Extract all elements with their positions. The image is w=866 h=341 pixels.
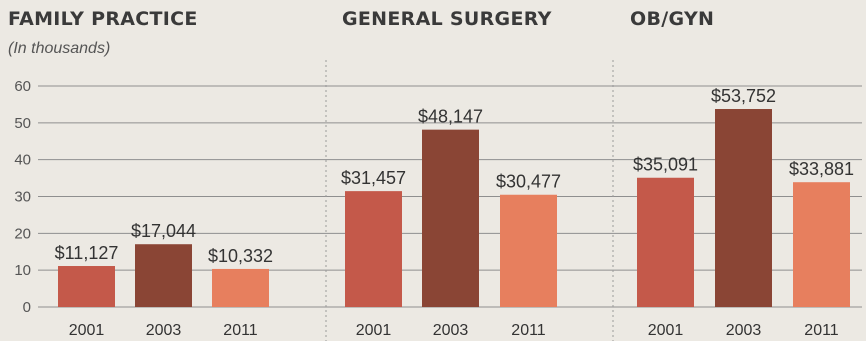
x-tick-label: 2011 [223,322,258,339]
x-tick-label: 2011 [804,322,839,339]
x-tick-label: 2003 [726,322,762,339]
y-tick-label: 50 [14,115,31,132]
data-label: $35,091 [633,155,698,175]
bar-2011 [212,269,269,307]
y-tick-label: 20 [14,225,31,242]
bar-2003 [135,244,192,307]
x-tick-label: 2001 [356,322,392,339]
bar-2003 [715,109,772,307]
bar-2001 [58,266,115,307]
x-tick-label: 2001 [648,322,684,339]
bar-2003 [422,130,479,307]
y-tick-label: 40 [14,152,31,169]
data-label: $17,044 [131,221,196,241]
data-label: $33,881 [789,159,854,179]
data-label: $30,477 [496,172,561,192]
y-tick-label: 30 [14,189,31,206]
data-label: $31,457 [341,168,406,188]
bar-2011 [793,182,850,307]
x-tick-label: 2003 [433,322,469,339]
bar-2001 [637,178,694,307]
y-tick-label: 60 [14,78,31,95]
x-tick-label: 2003 [146,322,182,339]
y-tick-label: 0 [23,299,31,316]
y-tick-label: 10 [14,262,31,279]
x-tick-label: 2001 [69,322,105,339]
data-label: $11,127 [55,243,119,263]
data-label: $48,147 [418,107,483,127]
bar-2001 [345,191,402,307]
data-label: $53,752 [711,86,776,106]
data-label: $10,332 [208,246,273,266]
x-tick-label: 2011 [511,322,546,339]
bar-2011 [500,195,557,307]
